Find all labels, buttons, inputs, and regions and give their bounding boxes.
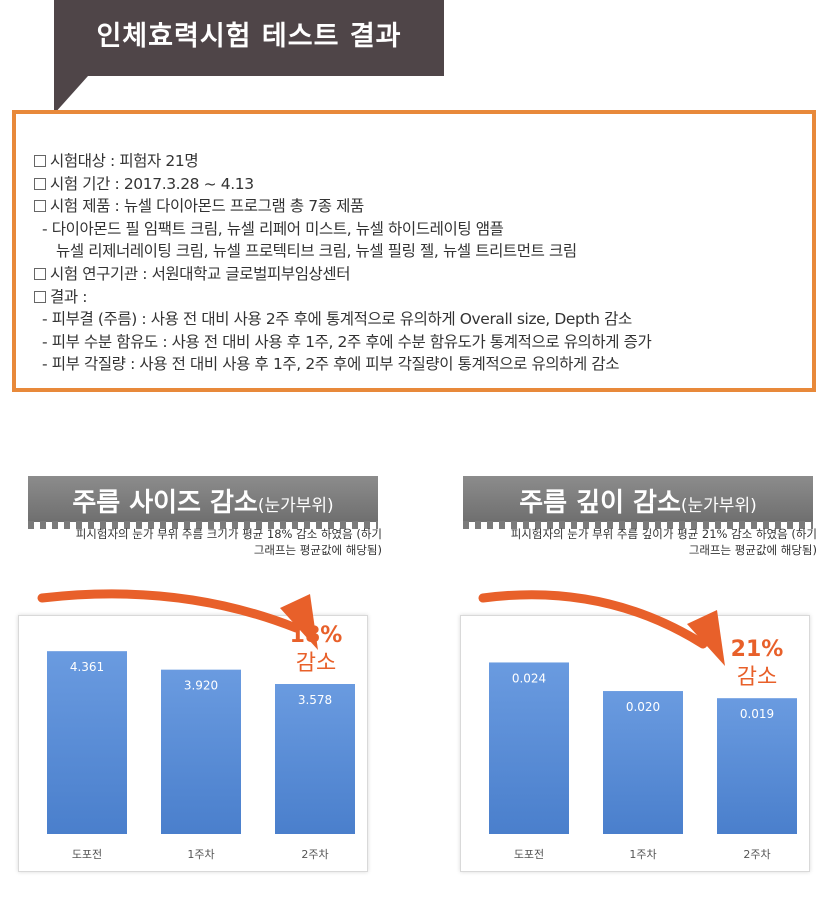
- category-label: 1주차: [629, 848, 656, 861]
- bar-value-label: 3.578: [298, 693, 332, 707]
- bar-1주차: [603, 691, 683, 834]
- checkbox-square-icon: [34, 155, 46, 167]
- wrinkle-depth-subtitle: (눈가부위): [680, 496, 757, 516]
- bar-2주차: [275, 683, 355, 834]
- bar-value-label: 0.020: [626, 700, 660, 714]
- info-line: 시험 기간 : 2017.3.28 ~ 4.13: [34, 173, 802, 196]
- wrinkle-size-subtitle: (눈가부위): [257, 496, 334, 516]
- trend-arrow-icon: [478, 590, 725, 666]
- wrinkle-size-caption: 피시험자의 눈가 부위 주름 크기가 평균 18% 감소 하였음 (하기 그래프…: [75, 527, 382, 557]
- info-line-text: 시험 기간 : 2017.3.28 ~ 4.13: [50, 174, 254, 193]
- info-line: 시험 연구기관 : 서원대학교 글로벌피부임상센터: [34, 263, 802, 286]
- bar-value-label: 0.019: [740, 707, 774, 721]
- wrinkle-size-banner: 주름 사이즈 감소(눈가부위): [28, 476, 378, 529]
- bar-1주차: [161, 669, 241, 834]
- info-line-text: 시험 제품 : 뉴셀 다이아몬드 프로그램 총 7종 제품: [50, 197, 364, 216]
- info-line: 시험 제품 : 뉴셀 다이아몬드 프로그램 총 7종 제품: [34, 195, 802, 218]
- wrinkle-depth-overlay: 21% 감소: [478, 590, 784, 690]
- info-line: 뉴셀 리제너레이팅 크림, 뉴셀 프로텍티브 크림, 뉴셀 필링 젤, 뉴셀 트…: [34, 240, 802, 263]
- info-line-text: 시험 연구기관 : 서원대학교 글로벌피부임상센터: [50, 264, 351, 283]
- wrinkle-depth-title: 주름 깊이 감소: [519, 488, 681, 518]
- wrinkle-depth-panel: 주름 깊이 감소(눈가부위) 피시험자의 눈가 부위 주름 깊이가 평균 21%…: [455, 470, 828, 880]
- header-tab-tail: [54, 76, 88, 114]
- wrinkle-size-chart: 4.361 도포전 3.920 1주차 3.578 2주차: [18, 615, 368, 872]
- info-line-text: 결과 :: [50, 287, 88, 306]
- info-line: - 피부결 (주름) : 사용 전 대비 사용 2주 후에 통계적으로 유의하게…: [34, 308, 802, 331]
- info-line-text: - 피부결 (주름) : 사용 전 대비 사용 2주 후에 통계적으로 유의하게…: [42, 310, 632, 329]
- category-label: 도포전: [514, 848, 544, 861]
- wrinkle-depth-chart-svg: 0.024 도포전 0.020 1주차 0.019 2주차: [489, 662, 797, 861]
- header-tab: 인체효력시험 테스트 결과: [54, 0, 444, 76]
- info-line: 결과 :: [34, 286, 802, 309]
- checkbox-square-icon: [34, 200, 46, 213]
- bar-2주차: [717, 698, 797, 834]
- wrinkle-size-title: 주름 사이즈 감소: [72, 488, 258, 518]
- checkbox-square-icon: [34, 267, 46, 280]
- page-title: 인체효력시험 테스트 결과: [96, 21, 402, 52]
- info-line-text: 뉴셀 리제너레이팅 크림, 뉴셀 프로텍티브 크림, 뉴셀 필링 젤, 뉴셀 트…: [56, 242, 577, 261]
- bar-value-label: 4.361: [70, 660, 104, 674]
- decrease-percent: 21%: [731, 637, 784, 662]
- bar-value-label: 3.920: [184, 679, 218, 693]
- decrease-word: 감소: [737, 665, 777, 690]
- bar-도포전: [47, 651, 127, 834]
- bar-value-label: 0.024: [512, 671, 546, 685]
- info-line-text: - 피부 각질량 : 사용 전 대비 사용 후 1주, 2주 후에 피부 각질량…: [42, 355, 620, 374]
- info-line: 시험대상 : 피험자 21명: [34, 150, 802, 173]
- decrease-percent: 18%: [290, 623, 343, 648]
- wrinkle-depth-caption: 피시험자의 눈가 부위 주름 깊이가 평균 21% 감소 하였음 (하기 그래프…: [510, 527, 817, 557]
- info-line: - 피부 수분 함유도 : 사용 전 대비 사용 후 1주, 2주 후에 수분 …: [34, 331, 802, 354]
- info-line: - 피부 각질량 : 사용 전 대비 사용 후 1주, 2주 후에 피부 각질량…: [34, 353, 802, 376]
- decrease-word: 감소: [296, 651, 336, 676]
- wrinkle-size-chart-svg: 4.361 도포전 3.920 1주차 3.578 2주차: [47, 651, 355, 861]
- info-line-text: - 다이아몬드 필 임팩트 크림, 뉴셀 리페어 미스트, 뉴셀 하이드레이팅 …: [42, 219, 504, 238]
- info-line: - 다이아몬드 필 임팩트 크림, 뉴셀 리페어 미스트, 뉴셀 하이드레이팅 …: [34, 218, 802, 241]
- wrinkle-size-panel: 주름 사이즈 감소(눈가부위) 피시험자의 눈가 부위 주름 크기가 평균 18…: [18, 470, 400, 880]
- category-label: 2주차: [743, 848, 770, 861]
- checkbox-square-icon: [34, 290, 46, 303]
- bar-도포전: [489, 662, 569, 834]
- category-label: 도포전: [72, 848, 102, 861]
- info-line-text: - 피부 수분 함유도 : 사용 전 대비 사용 후 1주, 2주 후에 수분 …: [42, 332, 652, 351]
- checkbox-square-icon: [34, 177, 46, 190]
- category-label: 2주차: [301, 848, 328, 861]
- category-label: 1주차: [187, 848, 214, 861]
- info-line-text: 시험대상 : 피험자 21명: [50, 152, 199, 170]
- wrinkle-size-overlay: 18% 감소: [37, 589, 343, 676]
- trend-arrow-icon: [37, 589, 318, 650]
- wrinkle-depth-banner: 주름 깊이 감소(눈가부위): [463, 476, 813, 529]
